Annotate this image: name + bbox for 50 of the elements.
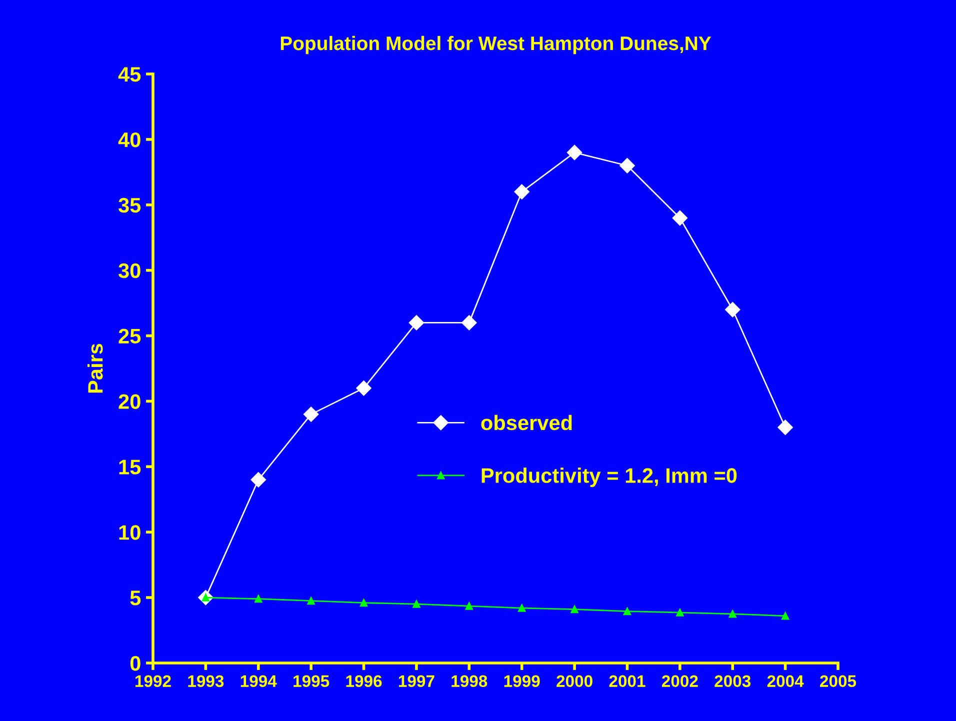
point <box>356 380 372 396</box>
y-tick-label: 0 <box>130 656 140 671</box>
point <box>728 610 736 618</box>
y-tick-label: 40 <box>118 132 140 148</box>
y-tick-label: 10 <box>119 525 140 540</box>
chart-title: Population Model for West Hampton Dunes,NY <box>280 36 712 54</box>
point <box>566 144 582 160</box>
point <box>676 608 684 616</box>
point <box>304 406 319 422</box>
x-tick-label: 1995 <box>294 675 330 688</box>
point <box>250 472 266 488</box>
x-tick-label: 2000 <box>556 675 592 688</box>
point <box>620 158 635 174</box>
point <box>360 598 368 607</box>
point <box>781 612 790 620</box>
x-tick-label: 1993 <box>188 675 224 688</box>
x-tick-label: 2002 <box>662 675 698 688</box>
y-tick-label: 5 <box>130 590 141 606</box>
point <box>570 606 578 614</box>
legend-label: Productivity = 1.2, Imm =0 <box>482 468 737 488</box>
point <box>672 210 688 226</box>
x-tick-label: 2003 <box>714 675 751 688</box>
y-tick-label: 20 <box>118 394 140 409</box>
point <box>514 184 530 200</box>
point <box>778 420 793 435</box>
point <box>465 602 473 610</box>
x-tick-label: 1994 <box>240 675 277 688</box>
point <box>408 315 424 330</box>
y-tick-label: 45 <box>118 67 141 82</box>
x-tick-label: 1996 <box>346 675 382 688</box>
point <box>725 302 740 318</box>
x-tick-label: 2004 <box>767 675 804 688</box>
y-tick-label: 15 <box>119 460 141 474</box>
point <box>412 600 420 608</box>
legend-label: observed <box>481 414 572 430</box>
x-tick-label: 1999 <box>504 675 540 688</box>
y-axis-title: Pairs <box>87 344 103 393</box>
y-tick-label: 30 <box>118 263 140 278</box>
x-tick-label: 1992 <box>136 675 171 688</box>
x-tick-label: 1998 <box>452 675 488 688</box>
point <box>518 604 526 612</box>
y-tick-label: 35 <box>118 198 141 213</box>
point <box>254 595 262 603</box>
point <box>623 607 632 616</box>
x-tick-label: 2001 <box>609 675 646 688</box>
point <box>307 597 315 605</box>
point <box>462 315 477 330</box>
x-tick-label: 2005 <box>820 675 856 688</box>
x-tick-label: 1997 <box>398 675 434 688</box>
y-tick-label: 25 <box>118 328 141 344</box>
